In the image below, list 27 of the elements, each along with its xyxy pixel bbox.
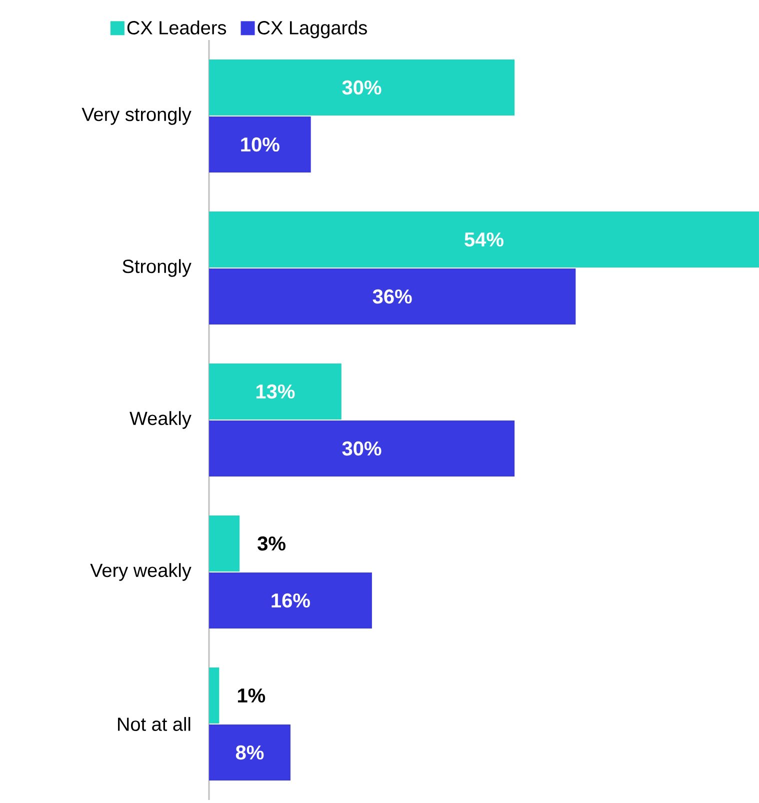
bar bbox=[208, 364, 342, 420]
bar bbox=[208, 668, 220, 724]
data-label: 1% bbox=[238, 688, 266, 703]
bar bbox=[208, 572, 372, 629]
bar bbox=[208, 724, 290, 781]
bar bbox=[208, 212, 759, 268]
data-label: 30% bbox=[342, 80, 382, 95]
y-tick-label: Very weakly bbox=[90, 563, 192, 581]
data-label: 30% bbox=[342, 441, 382, 456]
data-label: 10% bbox=[241, 137, 280, 152]
y-tick-label: Weakly bbox=[130, 411, 192, 429]
y-tick-label: Very strongly bbox=[82, 107, 192, 125]
bar bbox=[208, 268, 576, 325]
data-label: 54% bbox=[464, 232, 504, 247]
data-label: 8% bbox=[236, 745, 264, 760]
data-label: 36% bbox=[372, 289, 412, 304]
bar bbox=[208, 420, 515, 477]
data-label: 13% bbox=[256, 384, 295, 399]
legend-label: CX Laggards bbox=[258, 20, 367, 38]
bar bbox=[208, 60, 515, 116]
data-label: 3% bbox=[258, 536, 286, 551]
bar bbox=[208, 116, 311, 173]
data-label: 16% bbox=[272, 593, 310, 608]
legend-label: CX Leaders bbox=[127, 20, 226, 34]
y-tick-label: Not at all bbox=[118, 717, 190, 731]
bar bbox=[208, 516, 240, 572]
y-tick-label: Strongly bbox=[122, 259, 192, 277]
